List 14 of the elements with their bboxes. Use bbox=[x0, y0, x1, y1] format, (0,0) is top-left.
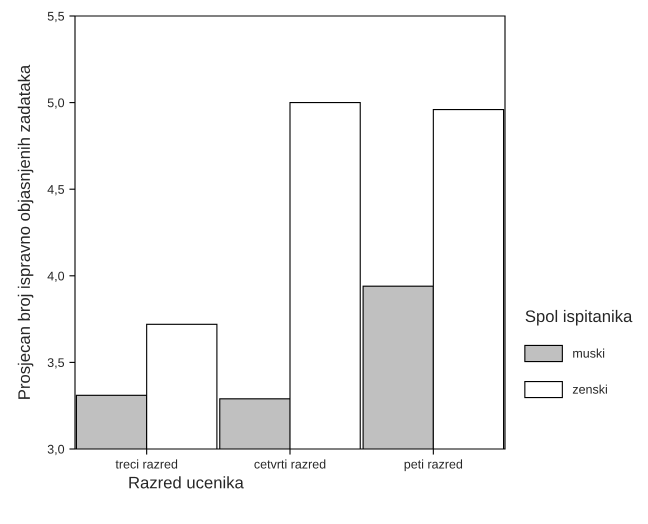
legend-title: Spol ispitanika bbox=[526, 310, 632, 326]
legend-label: zenski bbox=[572, 384, 607, 394]
y-tick-label: 3,0 bbox=[48, 444, 64, 456]
y-tick-label: 5,5 bbox=[48, 12, 64, 22]
legend-label: muski bbox=[573, 348, 604, 358]
y-tick-label: 5,0 bbox=[48, 98, 64, 109]
x-tick-label: cetvrti razred bbox=[254, 459, 326, 469]
y-tick-label: 4,0 bbox=[47, 272, 64, 282]
y-tick-label: 3,5 bbox=[48, 358, 64, 369]
x-tick-label: peti razred bbox=[404, 459, 462, 472]
x-tick-label: treci razred bbox=[116, 459, 178, 469]
y-tick-label: 4,5 bbox=[47, 185, 64, 196]
x-axis-title: Razred ucenika bbox=[129, 476, 244, 488]
y-axis-title: Prosjecan broj ispravno objasnjenih zadataka bbox=[18, 64, 34, 399]
